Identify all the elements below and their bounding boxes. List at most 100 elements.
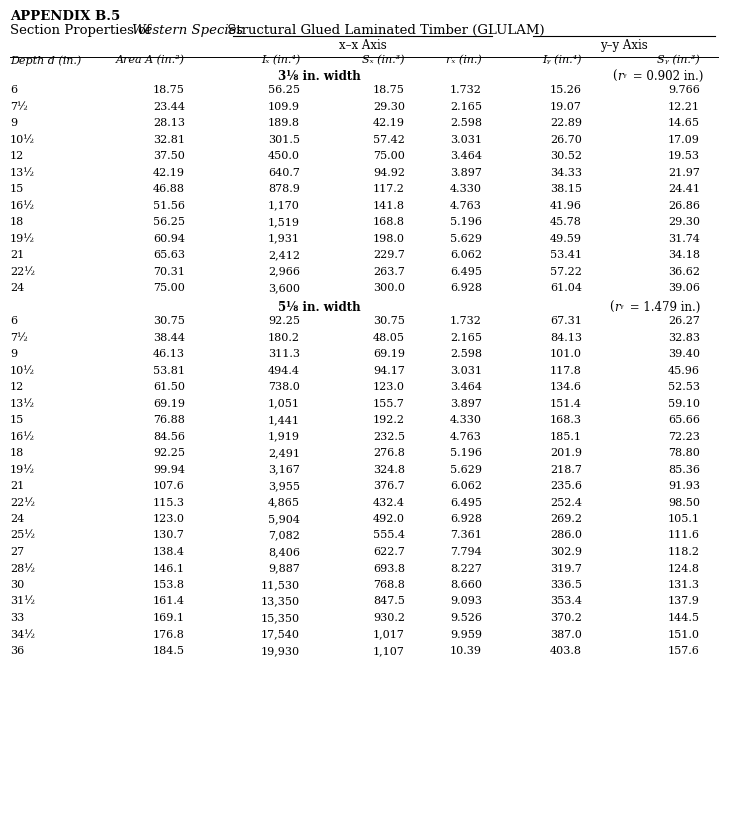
Text: 46.88: 46.88 (153, 184, 185, 194)
Text: 302.9: 302.9 (550, 547, 582, 557)
Text: 161.4: 161.4 (153, 596, 185, 606)
Text: 2.598: 2.598 (450, 118, 482, 128)
Text: 34.18: 34.18 (668, 250, 700, 260)
Text: 18: 18 (10, 217, 24, 227)
Text: 138.4: 138.4 (153, 547, 185, 557)
Text: 3,167: 3,167 (268, 465, 300, 475)
Text: 3.464: 3.464 (450, 151, 482, 161)
Text: 130.7: 130.7 (153, 530, 185, 540)
Text: 15: 15 (10, 415, 24, 425)
Text: 2.165: 2.165 (450, 102, 482, 112)
Text: 11,530: 11,530 (261, 580, 300, 590)
Text: 168.3: 168.3 (550, 415, 582, 425)
Text: Depth d (in.): Depth d (in.) (10, 55, 81, 66)
Text: 61.50: 61.50 (153, 382, 185, 392)
Text: 5,904: 5,904 (268, 514, 300, 524)
Text: Sᵧ (in.³): Sᵧ (in.³) (657, 55, 700, 65)
Text: 109.9: 109.9 (268, 102, 300, 112)
Text: 32.83: 32.83 (668, 333, 700, 343)
Text: 7,082: 7,082 (268, 530, 300, 540)
Text: 3⅛ in. width: 3⅛ in. width (277, 70, 361, 83)
Text: 45.78: 45.78 (550, 217, 582, 227)
Text: 184.5: 184.5 (153, 646, 185, 656)
Text: 30: 30 (10, 580, 24, 590)
Text: 19½: 19½ (10, 465, 35, 475)
Text: 3.897: 3.897 (450, 168, 482, 178)
Text: 5.196: 5.196 (450, 448, 482, 458)
Text: 30.75: 30.75 (373, 316, 405, 326)
Text: 1,519: 1,519 (268, 217, 300, 227)
Text: 144.5: 144.5 (668, 613, 700, 623)
Text: 46.13: 46.13 (153, 349, 185, 359)
Text: 117.8: 117.8 (550, 365, 582, 375)
Text: 19.53: 19.53 (668, 151, 700, 161)
Text: 218.7: 218.7 (550, 465, 582, 475)
Text: 5.629: 5.629 (450, 234, 482, 244)
Text: 48.05: 48.05 (373, 333, 405, 343)
Text: 13,350: 13,350 (261, 596, 300, 606)
Text: 29.30: 29.30 (668, 217, 700, 227)
Text: 9.766: 9.766 (668, 85, 700, 95)
Text: 65.66: 65.66 (668, 415, 700, 425)
Text: 13½: 13½ (10, 168, 35, 178)
Text: 41.96: 41.96 (550, 200, 582, 210)
Text: 2,966: 2,966 (268, 267, 300, 277)
Text: 85.36: 85.36 (668, 465, 700, 475)
Text: 8.227: 8.227 (450, 564, 482, 574)
Text: 235.6: 235.6 (550, 481, 582, 491)
Text: 6.928: 6.928 (450, 514, 482, 524)
Text: 69.19: 69.19 (153, 399, 185, 409)
Text: 21.97: 21.97 (668, 168, 700, 178)
Text: 78.80: 78.80 (668, 448, 700, 458)
Text: 7½: 7½ (10, 102, 28, 112)
Text: Structural Glued Laminated Timber (GLULAM): Structural Glued Laminated Timber (GLULA… (223, 24, 545, 37)
Text: 38.44: 38.44 (153, 333, 185, 343)
Text: 9: 9 (10, 349, 17, 359)
Text: 141.8: 141.8 (373, 200, 405, 210)
Text: 49.59: 49.59 (550, 234, 582, 244)
Text: 45.96: 45.96 (668, 365, 700, 375)
Text: 124.8: 124.8 (668, 564, 700, 574)
Text: 22½: 22½ (10, 267, 35, 277)
Text: 24: 24 (10, 514, 24, 524)
Text: 6: 6 (10, 316, 17, 326)
Text: 123.0: 123.0 (373, 382, 405, 392)
Text: 18: 18 (10, 448, 24, 458)
Text: 107.6: 107.6 (153, 481, 185, 491)
Text: 1.732: 1.732 (450, 85, 482, 95)
Text: 67.31: 67.31 (550, 316, 582, 326)
Text: Iₓ (in.⁴): Iₓ (in.⁴) (261, 55, 300, 65)
Text: 9.526: 9.526 (450, 613, 482, 623)
Text: 19½: 19½ (10, 234, 35, 244)
Text: (: ( (609, 300, 614, 314)
Text: 622.7: 622.7 (373, 547, 405, 557)
Text: 6.062: 6.062 (450, 250, 482, 260)
Text: y–y Axis: y–y Axis (600, 39, 648, 52)
Text: 9,887: 9,887 (268, 564, 300, 574)
Text: 30.75: 30.75 (153, 316, 185, 326)
Text: 155.7: 155.7 (373, 399, 405, 409)
Text: 151.0: 151.0 (668, 630, 700, 640)
Text: 29.30: 29.30 (373, 102, 405, 112)
Text: 14.65: 14.65 (668, 118, 700, 128)
Text: 75.00: 75.00 (373, 151, 405, 161)
Text: 7.361: 7.361 (450, 530, 482, 540)
Text: 13½: 13½ (10, 399, 35, 409)
Text: 555.4: 555.4 (373, 530, 405, 540)
Text: 15.26: 15.26 (550, 85, 582, 95)
Text: 24.41: 24.41 (668, 184, 700, 194)
Text: 5.629: 5.629 (450, 465, 482, 475)
Text: 1,931: 1,931 (268, 234, 300, 244)
Text: 51.56: 51.56 (153, 200, 185, 210)
Text: 189.8: 189.8 (268, 118, 300, 128)
Text: 192.2: 192.2 (373, 415, 405, 425)
Text: 137.9: 137.9 (668, 596, 700, 606)
Text: 15,350: 15,350 (261, 613, 300, 623)
Text: 6: 6 (10, 85, 17, 95)
Text: 115.3: 115.3 (153, 498, 185, 508)
Text: 1,441: 1,441 (268, 415, 300, 425)
Text: 19,930: 19,930 (261, 646, 300, 656)
Text: 5.196: 5.196 (450, 217, 482, 227)
Text: 3.897: 3.897 (450, 399, 482, 409)
Text: 105.1: 105.1 (668, 514, 700, 524)
